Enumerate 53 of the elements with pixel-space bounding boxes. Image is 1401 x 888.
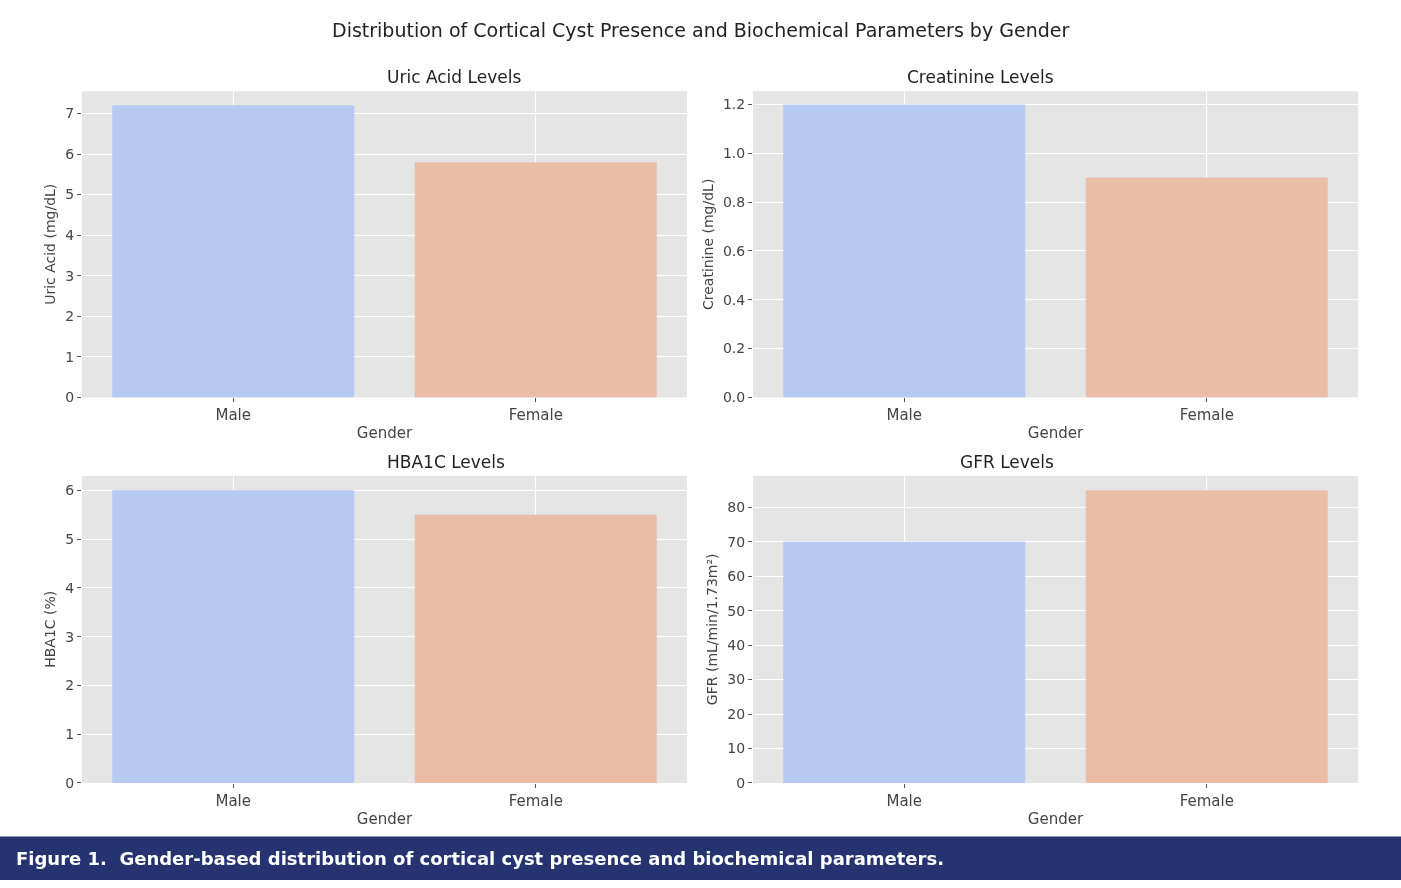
y-tick-label: 0.0 — [722, 389, 746, 406]
x-tick-label: Male — [886, 406, 923, 425]
caption: Figure 1. Gender-based distribution of cortical cyst presence and biochemical parameters. — [16, 848, 945, 869]
x-tick-label: Female — [1179, 791, 1234, 810]
y-tick-label: 50 — [727, 602, 746, 619]
y-tick-label: 1.2 — [722, 96, 746, 113]
x-tick-label: Male — [215, 791, 252, 810]
y-tick-label: 1 — [65, 726, 75, 743]
y-tick-label: 1 — [65, 348, 75, 365]
y-tick-label: 2 — [65, 308, 75, 325]
y-tick-label: 30 — [727, 671, 746, 688]
y-tick-label: 6 — [65, 145, 75, 162]
y-tick-label: 0.6 — [722, 242, 746, 259]
chart-title: Creatinine Levels — [907, 67, 1054, 87]
x-tick-label: Female — [508, 791, 563, 810]
y-tick-label: 3 — [65, 267, 75, 284]
y-tick-label: 10 — [727, 740, 746, 757]
x-tick-label: Female — [1179, 406, 1234, 425]
chart-title: Uric Acid Levels — [387, 67, 522, 87]
chart-title: GFR Levels — [960, 452, 1055, 472]
y-tick-label: 40 — [727, 637, 746, 654]
text: Distribution of Cortical Cyst Presence and Biochemical Parameters by Gender — [332, 19, 1070, 41]
y-tick-label: 20 — [727, 705, 746, 722]
y-tick-label: 7 — [65, 105, 75, 122]
x-axis-title: Gender — [356, 424, 413, 443]
y-tick-label: 4 — [65, 227, 75, 244]
x-axis-title: Gender — [356, 809, 413, 828]
x-tick-label: Male — [886, 791, 923, 810]
y-tick-label: 0 — [736, 774, 746, 791]
y-tick-label: 70 — [727, 533, 746, 550]
x-axis-title: Gender — [1027, 424, 1084, 443]
y-tick-label: 0.2 — [722, 340, 746, 357]
y-axis-title: Creatinine (mg/dL) — [699, 178, 716, 310]
y-tick-label: 0 — [65, 389, 75, 406]
y-axis-title: Uric Acid (mg/dL) — [41, 183, 58, 305]
y-tick-label: 6 — [65, 482, 75, 499]
y-axis-title: HBA1C (%) — [41, 590, 58, 668]
chart-title: HBA1C Levels — [387, 452, 506, 472]
x-axis-title: Gender — [1027, 809, 1084, 828]
y-tick-label: 5 — [65, 186, 75, 203]
y-tick-label: 0.8 — [722, 194, 746, 211]
y-tick-label: 80 — [727, 499, 746, 516]
y-tick-label: 5 — [65, 530, 75, 547]
y-tick-label: 0.4 — [722, 291, 746, 308]
y-tick-label: 0 — [65, 774, 75, 791]
y-tick-label: 60 — [727, 568, 746, 585]
x-tick-label: Female — [508, 406, 563, 425]
y-axis-title: GFR (mL/min/1.73m²) — [703, 553, 720, 706]
y-tick-label: 2 — [65, 677, 75, 694]
y-tick-label: 1.0 — [722, 145, 746, 162]
x-tick-label: Male — [215, 406, 252, 425]
y-tick-label: 4 — [65, 579, 75, 596]
y-tick-label: 3 — [65, 628, 75, 645]
